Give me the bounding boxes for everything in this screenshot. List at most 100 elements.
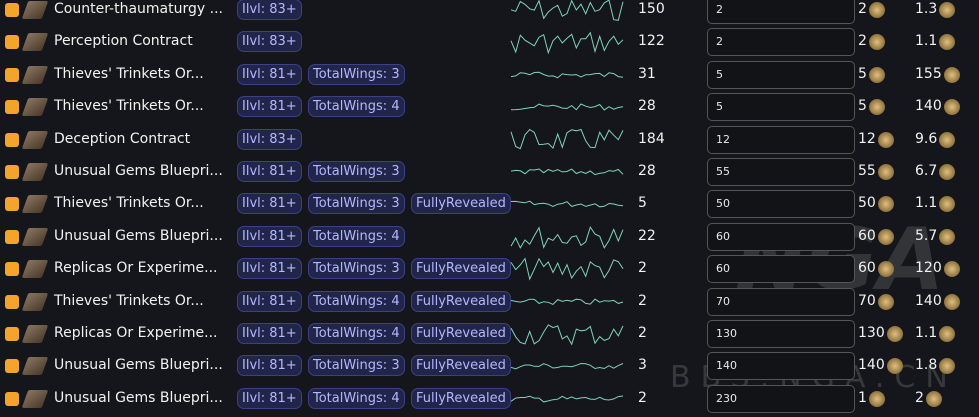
ratio: 140 — [915, 292, 942, 309]
checkbox[interactable] — [5, 391, 19, 406]
ratio: 1.1 — [915, 325, 938, 341]
item-icon — [21, 325, 49, 343]
price-input[interactable] — [707, 158, 855, 186]
currency-icon — [939, 228, 955, 245]
currency-icon — [939, 2, 955, 18]
sparkline-path — [510, 32, 624, 55]
item-name: Replicas Or Experime... — [54, 325, 218, 341]
checkbox[interactable] — [5, 35, 19, 50]
ratio: 1.8 — [915, 357, 938, 374]
count: 2 — [638, 292, 647, 309]
tag: FullyRevealed — [411, 323, 511, 344]
checkbox[interactable] — [5, 100, 19, 115]
checkbox[interactable] — [5, 359, 19, 374]
sparkline — [510, 324, 624, 346]
item-name: Unusual Gems Bluepri... — [54, 389, 223, 406]
price-input[interactable] — [707, 0, 855, 24]
currency-icon — [878, 228, 894, 245]
currency-icon — [887, 326, 903, 342]
tag: TotalWings: 3 — [308, 355, 405, 377]
price-input-value: 230 — [716, 391, 737, 405]
item-name: Counter-thaumaturgy ... — [54, 1, 223, 17]
sparkline — [510, 363, 624, 370]
price-input[interactable] — [707, 125, 855, 154]
tag: Ilvl: 81+ — [237, 387, 302, 409]
sparkline — [510, 298, 624, 305]
price-input-value: 60 — [716, 262, 730, 276]
price: 60 — [858, 227, 876, 244]
currency-icon — [878, 293, 894, 310]
price-input[interactable] — [707, 190, 855, 219]
ratio: 120 — [915, 260, 942, 277]
price-input[interactable] — [707, 352, 855, 381]
tag: TotalWings: 3 — [308, 258, 405, 280]
price-input-value: 70 — [716, 294, 730, 308]
sparkline-path — [510, 201, 624, 208]
item-name: Deception Contract — [54, 130, 191, 147]
currency-icon — [869, 34, 885, 51]
item-icon — [21, 65, 49, 84]
tag: TotalWings: 4 — [308, 323, 405, 344]
price-input[interactable] — [707, 93, 855, 122]
price: 1 — [858, 389, 867, 406]
count: 2 — [638, 260, 647, 277]
count: 28 — [638, 163, 656, 179]
checkbox[interactable] — [5, 165, 19, 179]
sparkline-path — [510, 324, 624, 346]
price: 140 — [858, 357, 885, 374]
currency-icon — [878, 261, 894, 278]
price-input[interactable] — [707, 60, 855, 89]
currency-icon — [939, 196, 955, 213]
sparkline-path — [510, 0, 624, 21]
count: 28 — [638, 98, 656, 115]
tag: TotalWings: 4 — [308, 225, 405, 247]
checkbox[interactable] — [5, 229, 19, 244]
tag: Ilvl: 81+ — [237, 96, 302, 118]
sparkline — [510, 0, 624, 21]
item-name: Unusual Gems Bluepri... — [54, 357, 223, 374]
item-icon — [21, 33, 49, 52]
sparkline — [510, 168, 624, 176]
checkbox[interactable] — [5, 197, 19, 212]
count: 31 — [638, 65, 656, 82]
ratio: 140 — [915, 98, 942, 115]
checkbox[interactable] — [5, 327, 19, 341]
price-input[interactable] — [707, 255, 855, 284]
checkbox[interactable] — [5, 294, 19, 309]
item-icon — [21, 130, 49, 149]
currency-icon — [869, 2, 885, 18]
sparkline-path — [510, 128, 624, 149]
tag: Ilvl: 81+ — [237, 161, 302, 182]
price-input[interactable] — [707, 222, 855, 251]
count: 22 — [638, 227, 656, 244]
item-name: Thieves' Trinkets Or... — [54, 98, 204, 115]
price-input-value: 60 — [716, 229, 730, 243]
item-name: Unusual Gems Bluepri... — [54, 163, 223, 179]
sparkline-path — [510, 225, 624, 249]
item-icon — [21, 357, 49, 376]
price: 2 — [858, 1, 867, 17]
tag: TotalWings: 3 — [308, 193, 405, 215]
price-input[interactable] — [707, 28, 855, 57]
price: 2 — [858, 33, 867, 50]
item-icon — [21, 195, 49, 214]
item-icon — [21, 227, 49, 246]
count: 2 — [638, 325, 647, 341]
checkbox[interactable] — [5, 3, 19, 17]
price-input-value: 5 — [716, 100, 723, 114]
item-name: Perception Contract — [54, 33, 193, 50]
sparkline — [510, 128, 624, 149]
price-input[interactable] — [707, 287, 855, 316]
tag: Ilvl: 81+ — [237, 355, 302, 377]
price-input[interactable] — [707, 384, 855, 413]
checkbox[interactable] — [5, 132, 19, 147]
item-name: Unusual Gems Bluepri... — [54, 227, 223, 244]
currency-icon — [944, 66, 960, 83]
checkbox[interactable] — [5, 67, 19, 82]
checkbox[interactable] — [5, 262, 19, 277]
item-icon — [21, 260, 49, 279]
price: 60 — [858, 260, 876, 277]
price-input[interactable] — [707, 320, 855, 348]
sparkline-path — [510, 103, 624, 111]
tag: Ilvl: 81+ — [237, 225, 302, 247]
